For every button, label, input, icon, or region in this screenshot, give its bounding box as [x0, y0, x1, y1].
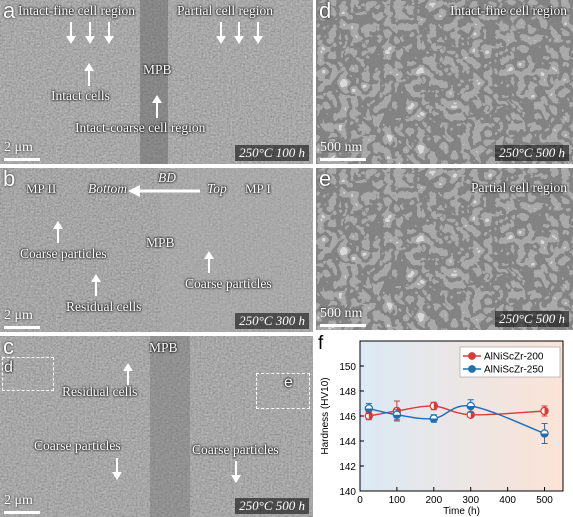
zoom-region-d-box — [2, 357, 54, 391]
arrow-icon — [85, 22, 95, 44]
x-tick-label: 200 — [425, 495, 442, 506]
panel-letter: e — [319, 168, 332, 191]
y-tick-label: 146 — [339, 412, 356, 423]
data-point-fill — [470, 411, 475, 419]
x-tick-label: 300 — [462, 495, 479, 506]
region-label: Partial cell region — [177, 3, 273, 18]
data-point-fill — [430, 418, 438, 423]
arrow-icon — [91, 274, 101, 296]
scale-label: 2 μm — [4, 140, 33, 155]
data-point-fill — [540, 433, 549, 438]
arrow-icon — [112, 458, 122, 480]
sem-image — [316, 0, 573, 164]
condition-label: 250°C 300 h — [235, 313, 309, 329]
sem-image — [0, 168, 313, 332]
legend-marker — [468, 352, 476, 360]
x-tick-label: 400 — [499, 495, 516, 506]
panel-letter: b — [3, 168, 16, 191]
top-label: Top — [207, 181, 227, 196]
y-tick-label: 150 — [339, 362, 356, 373]
region-label: Coarse particles — [192, 442, 279, 457]
legend-entry: AlNiScZr-250 — [484, 365, 544, 376]
legend-marker — [468, 365, 476, 373]
data-point-fill — [433, 402, 438, 410]
zoom-region-label: e — [284, 374, 293, 391]
data-point-fill — [467, 406, 475, 410]
sem-image — [0, 0, 313, 164]
region-label: Partial cell region — [471, 180, 567, 195]
y-tick-label: 142 — [339, 462, 356, 473]
bd-label: BD — [158, 170, 176, 185]
sem-image — [316, 168, 573, 330]
scale-bar — [320, 158, 366, 161]
x-tick-label: 100 — [389, 495, 406, 506]
region-label: Intact-fine cell region — [18, 3, 135, 18]
region-label: Coarse particles — [20, 246, 107, 261]
x-tick-label: 500 — [536, 495, 553, 506]
data-point-fill — [368, 412, 373, 420]
region-label: Residual cells — [62, 384, 138, 399]
data-point-fill — [393, 414, 401, 419]
arrow-icon — [231, 461, 241, 483]
arrow-icon — [53, 221, 63, 243]
scale-label: 2 μm — [4, 308, 33, 323]
scale-label: 500 nm — [320, 140, 363, 155]
region-label: Coarse particles — [34, 438, 121, 453]
region-label: Residual cells — [66, 299, 142, 314]
hardness-chart: f 140 142 144 146 148 150 0 100 200 300 400 500 Time … — [318, 333, 564, 517]
data-point-fill — [365, 408, 373, 413]
panel-letter: f — [318, 333, 324, 354]
scale-label: 2 μm — [4, 493, 33, 508]
bottom-label: Bottom — [88, 181, 127, 196]
zoom-region-e-box — [256, 373, 310, 409]
region-label: Coarse particles — [185, 276, 272, 291]
arrow-icon — [216, 22, 226, 44]
region-label: Intact cells — [51, 88, 110, 103]
panel-letter: c — [3, 336, 14, 359]
legend-box — [459, 346, 561, 378]
y-tick-label: 144 — [339, 437, 356, 448]
scale-label: 500 nm — [320, 306, 363, 321]
arrow-icon — [66, 22, 76, 44]
arrow-icon — [152, 95, 162, 118]
sem-panel-e: e Partial cell region 500 nm 250°C 500 h — [316, 168, 573, 330]
condition-label: 250°C 500 h — [495, 145, 569, 161]
arrow-icon — [84, 63, 94, 86]
build-direction-arrow-icon — [128, 185, 200, 197]
y-axis-label: Hardness (HV10) — [320, 377, 331, 454]
data-point-fill — [544, 407, 549, 415]
y-tick-label: 140 — [339, 487, 356, 498]
condition-label: 250°C 500 h — [235, 498, 309, 514]
mp-label: MP II — [26, 181, 57, 196]
legend-entry: AlNiScZr-200 — [484, 352, 544, 363]
zoom-region-label: d — [4, 359, 13, 376]
sem-panel-d: d Intact-fine cell region 500 nm 250°C 5… — [316, 0, 573, 164]
mpb-label: MPB — [143, 62, 172, 77]
sem-panel-c: c MPB Residual cells Coarse particles Co… — [0, 336, 313, 517]
region-label: Intact-coarse cell region — [75, 120, 206, 135]
panel-letter: d — [319, 0, 332, 23]
mp-label: MP I — [245, 181, 271, 196]
arrow-icon — [104, 22, 114, 44]
x-axis-label: Time (h) — [443, 506, 480, 517]
arrow-icon — [234, 22, 244, 44]
panel-letter: a — [3, 0, 16, 23]
arrow-icon — [204, 251, 214, 273]
scale-bar — [4, 326, 40, 329]
condition-label: 250°C 100 h — [235, 145, 309, 161]
condition-label: 250°C 500 h — [495, 311, 569, 327]
sem-panel-b: b MP II Bottom BD Top MP I Coarse partic… — [0, 168, 313, 332]
scale-bar — [320, 324, 366, 327]
sem-image — [0, 336, 313, 517]
scale-bar — [4, 511, 40, 514]
x-tick-label: 0 — [357, 495, 363, 506]
mpb-label: MPB — [146, 235, 175, 250]
arrow-icon — [253, 22, 263, 44]
y-tick-label: 148 — [339, 387, 356, 398]
scale-bar — [4, 158, 40, 161]
arrow-icon — [123, 363, 133, 385]
region-label: Intact-fine cell region — [450, 3, 567, 18]
sem-panel-a: a Intact-fine cell region Partial cell r… — [0, 0, 313, 164]
mpb-label: MPB — [149, 340, 178, 355]
